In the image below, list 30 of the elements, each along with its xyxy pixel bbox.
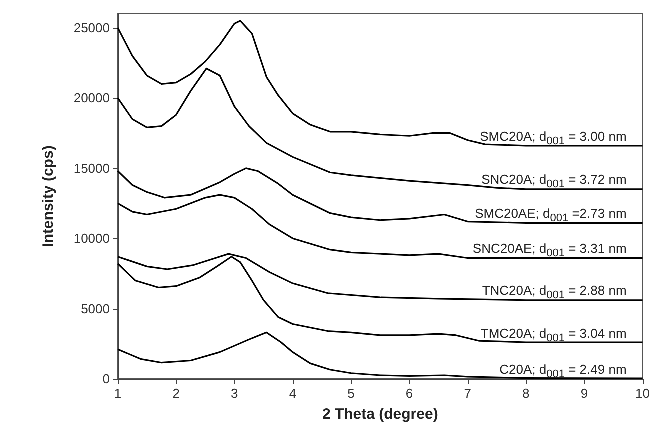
line-series [117,20,644,147]
x-tick-label: 1 [114,386,122,401]
y-axis-title: Intensity (cps) [40,146,57,248]
series-label: SNC20A; d$_{001}$ = 3.72 nm [482,172,627,192]
line-series [117,68,644,190]
x-tick-label: 2 [172,386,180,401]
x-tick-label: 4 [289,386,297,401]
series-label: SMC20AE; d$_{001}$ =2.73 nm [475,206,627,225]
x-axis-title: 2 Theta (degree) [322,406,438,423]
y-tick-label: 0 [102,372,110,386]
x-tick-label: 5 [348,386,355,401]
x-tick-label: 7 [464,386,472,401]
series-label: SNC20AE; d$_{001}$ = 3.31 nm [472,241,627,260]
y-tick-label: 15000 [74,160,110,176]
y-tick-label: 5000 [81,301,110,316]
line-series [117,256,644,344]
series-label: SMC20A; d$_{001}$ = 3.00 nm [480,128,627,148]
x-tick-label: 8 [522,386,530,401]
y-tick-label: 25000 [74,20,110,36]
series-label: TMC20A; d$_{001}$ = 3.04 nm [480,326,627,344]
x-tick-label: 9 [580,386,588,401]
x-tick-label: 3 [231,386,238,401]
line-series [117,168,644,224]
y-tick-label: 20000 [74,90,110,106]
x-tick-label: 6 [406,386,414,401]
line-series [117,194,644,260]
x-tick-label: 10 [636,386,650,401]
y-tick-label: 10000 [74,231,110,246]
series-label: C20A; d$_{001}$ = 2.49 nm [500,362,627,380]
series-label: TNC20A; d$_{001}$ = 2.88 nm [482,283,627,302]
